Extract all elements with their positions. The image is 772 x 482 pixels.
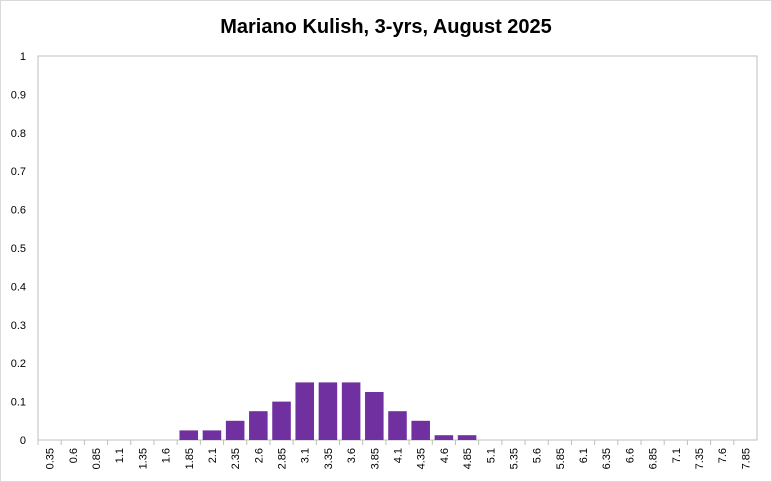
bar xyxy=(179,430,199,440)
x-tick-label: 6.6 xyxy=(624,448,636,463)
x-tick-label: 2.1 xyxy=(207,448,219,463)
bar xyxy=(249,411,268,440)
x-tick-label: 3.85 xyxy=(369,448,381,469)
bar xyxy=(202,430,222,440)
x-tick-label: 1.85 xyxy=(184,448,196,469)
x-tick-label: 1.6 xyxy=(161,448,173,463)
x-tick-label: 4.6 xyxy=(439,448,451,463)
x-tick-label: 1.35 xyxy=(137,448,149,469)
x-tick-label: 5.85 xyxy=(555,448,567,469)
x-tick-label: 3.1 xyxy=(300,448,312,463)
x-tick-label: 5.6 xyxy=(532,448,544,463)
y-tick-label: 0.4 xyxy=(11,281,26,293)
x-tick-label: 7.1 xyxy=(671,448,683,463)
y-tick-label: 0.7 xyxy=(11,166,26,178)
x-tick-label: 2.85 xyxy=(277,448,289,469)
bar xyxy=(457,435,477,440)
bar xyxy=(272,401,291,440)
x-tick-label: 3.35 xyxy=(323,448,335,469)
y-tick-label: 0.8 xyxy=(11,128,26,140)
x-tick-label: 6.85 xyxy=(648,448,660,469)
bar xyxy=(411,420,430,440)
x-tick-label: 1.1 xyxy=(114,448,126,463)
bar xyxy=(295,382,315,440)
bar xyxy=(434,435,454,440)
x-tick-label: 6.1 xyxy=(578,448,590,463)
plot-border xyxy=(37,55,758,441)
y-tick-label: 0 xyxy=(20,435,26,447)
bar xyxy=(318,382,338,440)
x-tick-label: 0.6 xyxy=(68,448,80,463)
x-tick-label: 0.85 xyxy=(91,448,103,469)
bar xyxy=(365,392,384,440)
x-tick-label: 5.1 xyxy=(485,448,497,463)
x-tick-label: 7.35 xyxy=(694,448,706,469)
x-axis-tick-labels: 0.35 0.6 0.85 1.1 1.35 1.6 1.85 2.1 2.35 2.6 2.85 3… xyxy=(37,440,752,469)
plot-area xyxy=(37,55,758,441)
y-tick-label: 0.6 xyxy=(11,205,26,217)
y-tick-label: 1 xyxy=(20,51,26,63)
y-tick-label: 0.1 xyxy=(11,397,26,409)
x-tick-label: 5.35 xyxy=(508,448,520,469)
x-tick-label: 4.1 xyxy=(393,448,405,463)
y-axis-tick-labels: 0 0.1 0.2 0.3 0.4 0.5 0.6 0.7 0.8 0.9 1 xyxy=(11,51,26,447)
x-tick-label: 0.35 xyxy=(45,448,57,469)
x-tick-label: 2.6 xyxy=(253,448,265,463)
bars xyxy=(179,382,477,440)
bar xyxy=(225,420,245,440)
y-tick-label: 0.3 xyxy=(11,320,26,332)
y-tick-label: 0.5 xyxy=(11,243,26,255)
x-tick-label: 4.35 xyxy=(416,448,428,469)
bar xyxy=(388,411,407,440)
x-tick-label: 7.6 xyxy=(717,448,729,463)
y-tick-label: 0.2 xyxy=(11,358,26,370)
y-tick-label: 0.9 xyxy=(11,89,26,101)
x-tick-label: 7.85 xyxy=(740,448,752,469)
bar xyxy=(341,382,361,440)
x-tick-label: 6.35 xyxy=(601,448,613,469)
x-tick-label: 4.85 xyxy=(462,448,474,469)
x-tick-label: 3.6 xyxy=(346,448,358,463)
x-tick-label: 2.35 xyxy=(230,448,242,469)
chart-title: Mariano Kulish, 3-yrs, August 2025 xyxy=(220,16,552,38)
